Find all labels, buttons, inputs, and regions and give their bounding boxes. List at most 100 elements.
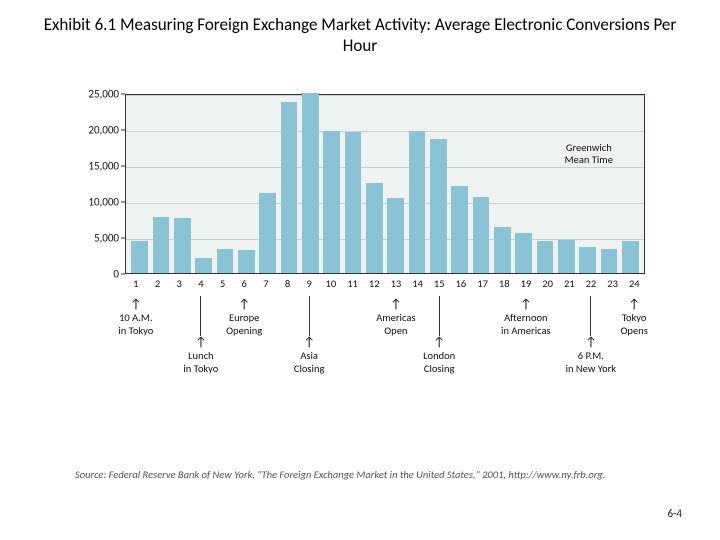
annotation: ↑AsiaClosing xyxy=(274,336,344,375)
bar-slot xyxy=(385,95,406,273)
arrow-up-icon: ↑ xyxy=(599,298,669,311)
annotation-text: in Tokyo xyxy=(183,362,218,375)
x-tick-label: 21 xyxy=(558,274,580,294)
arrow-up-icon: ↑ xyxy=(101,298,171,311)
bar-slot xyxy=(214,95,235,273)
x-tick-label: 11 xyxy=(342,274,364,294)
x-tick-label: 10 xyxy=(320,274,342,294)
bar xyxy=(174,218,191,273)
annotations-layer: ↑10 A.M.in Tokyo↑Lunchin Tokyo↑EuropeOpe… xyxy=(125,294,645,404)
bar-slot xyxy=(150,95,171,273)
bar xyxy=(366,183,383,273)
annotation: ↑AmericasOpen xyxy=(361,298,431,337)
bar-slot xyxy=(321,95,342,273)
x-tick-label: 24 xyxy=(623,274,645,294)
annotation: ↑TokyoOpens xyxy=(599,298,669,337)
bar xyxy=(601,249,618,273)
x-tick-label: 23 xyxy=(602,274,624,294)
annotation-text: in Americas xyxy=(501,324,551,337)
bar xyxy=(387,198,404,273)
annotation-text: in New York xyxy=(566,362,616,375)
annotation-text: Closing xyxy=(424,362,455,375)
annotation-text: Opens xyxy=(620,324,647,337)
x-tick-label: 13 xyxy=(385,274,407,294)
bar xyxy=(537,241,554,273)
bar xyxy=(153,217,170,273)
annotation-connector xyxy=(309,296,310,336)
annotation-connector xyxy=(590,296,591,336)
bar-slot xyxy=(406,95,427,273)
bar xyxy=(302,93,319,273)
annotation-connector xyxy=(200,296,201,336)
annotation: ↑6 P.M.in New York xyxy=(556,336,626,375)
bar-slot xyxy=(470,95,491,273)
bar-chart: 05,00010,00015,00020,00025,000 Greenwich… xyxy=(75,94,655,394)
bar xyxy=(494,227,511,273)
annotation-text: 10 A.M. xyxy=(119,311,152,324)
annotation: ↑10 A.M.in Tokyo xyxy=(101,298,171,337)
bar xyxy=(131,241,148,273)
bar xyxy=(195,258,212,273)
bar xyxy=(259,193,276,273)
bar-slot xyxy=(449,95,470,273)
bar-slot xyxy=(598,95,619,273)
source-citation: Source: Federal Reserve Bank of New York… xyxy=(75,468,605,482)
x-tick-label: 19 xyxy=(515,274,537,294)
annotation: ↑EuropeOpening xyxy=(209,298,279,337)
annotation-text: Asia xyxy=(300,349,318,362)
bar-slot xyxy=(278,95,299,273)
x-tick-label: 4 xyxy=(190,274,212,294)
annotation-text: Opening xyxy=(226,324,262,337)
bar-slot xyxy=(342,95,363,273)
bar-slot xyxy=(534,95,555,273)
y-tick-label: 20,000 xyxy=(88,124,119,137)
in-chart-label: GreenwichMean Time xyxy=(554,142,624,167)
x-tick-label: 16 xyxy=(450,274,472,294)
x-tick-label: 1 xyxy=(125,274,147,294)
arrow-up-icon: ↑ xyxy=(491,298,561,311)
page-title: Exhibit 6.1 Measuring Foreign Exchange M… xyxy=(0,0,720,61)
arrow-up-icon: ↑ xyxy=(404,336,474,349)
x-tick-label: 18 xyxy=(493,274,515,294)
annotation: ↑Afternoonin Americas xyxy=(491,298,561,337)
bar xyxy=(430,139,447,273)
bar xyxy=(238,250,255,273)
arrow-up-icon: ↑ xyxy=(556,336,626,349)
bar xyxy=(217,249,234,273)
bar-slot xyxy=(577,95,598,273)
x-tick-label: 20 xyxy=(537,274,559,294)
x-tick-label: 17 xyxy=(472,274,494,294)
bar-slot xyxy=(129,95,150,273)
annotation-text: London xyxy=(423,349,455,362)
x-tick-label: 22 xyxy=(580,274,602,294)
bars-container xyxy=(126,95,644,273)
chart-plot-area: GreenwichMean Time xyxy=(125,94,645,274)
x-tick-label: 9 xyxy=(298,274,320,294)
annotation-text: Europe xyxy=(229,311,259,324)
bar xyxy=(579,247,596,273)
y-tick-label: 25,000 xyxy=(88,88,119,101)
annotation: ↑Lunchin Tokyo xyxy=(166,336,236,375)
x-tick-label: 5 xyxy=(212,274,234,294)
bar-slot xyxy=(257,95,278,273)
bar-slot xyxy=(428,95,449,273)
arrow-up-icon: ↑ xyxy=(274,336,344,349)
annotation-text: in Tokyo xyxy=(118,324,153,337)
bar-slot xyxy=(236,95,257,273)
y-tick-label: 15,000 xyxy=(88,160,119,173)
bar xyxy=(409,131,426,273)
annotation-text: Tokyo xyxy=(622,311,647,324)
annotation-text: Afternoon xyxy=(504,311,547,324)
bar xyxy=(558,240,575,273)
bar xyxy=(473,197,490,273)
bar-slot xyxy=(193,95,214,273)
arrow-up-icon: ↑ xyxy=(166,336,236,349)
arrow-up-icon: ↑ xyxy=(209,298,279,311)
bar-slot xyxy=(513,95,534,273)
bar-slot xyxy=(300,95,321,273)
x-tick-label: 3 xyxy=(168,274,190,294)
bar xyxy=(345,132,362,273)
bar-slot xyxy=(492,95,513,273)
y-axis-ticks: 05,00010,00015,00020,00025,000 xyxy=(75,94,123,274)
y-tick-label: 0 xyxy=(113,268,119,281)
